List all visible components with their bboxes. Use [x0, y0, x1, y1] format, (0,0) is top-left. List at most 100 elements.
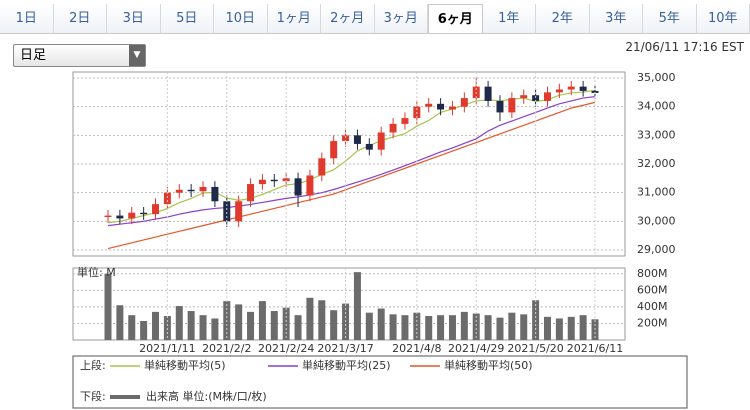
volume-bar: [472, 313, 480, 340]
candle-body: [484, 86, 492, 101]
volume-bar: [543, 316, 551, 340]
x-tick-label: 2021/3/17: [317, 342, 373, 355]
tab[interactable]: 5日: [161, 4, 214, 33]
volume-bar: [555, 318, 563, 340]
volume-bar: [484, 315, 492, 340]
tab[interactable]: 10日: [214, 4, 268, 33]
candle-body: [187, 189, 195, 192]
volume-bar: [508, 312, 516, 340]
tab[interactable]: 1日: [0, 4, 54, 33]
legend-lower: 下段:: [80, 389, 106, 403]
candle-body: [128, 212, 136, 219]
candle-body: [543, 92, 551, 101]
candle-body: [294, 178, 302, 196]
volume-bar: [448, 315, 456, 340]
volume-bar: [437, 315, 445, 340]
volume-bar: [128, 315, 136, 340]
candle-body: [377, 132, 385, 150]
candle-body: [104, 215, 112, 218]
candle-body: [342, 135, 350, 142]
tab[interactable]: 3ヶ月: [375, 4, 428, 33]
volume-bar: [389, 314, 397, 340]
candle-body: [318, 158, 326, 176]
volume-bar: [496, 317, 504, 340]
candle-body: [235, 201, 243, 222]
y-tick-label: 33,000: [637, 128, 676, 141]
y-tick-label: 800M: [637, 267, 668, 280]
candle-body: [353, 135, 361, 144]
volume-bar: [211, 318, 219, 340]
volume-bar: [401, 315, 409, 340]
x-tick-label: 2021/1/11: [139, 342, 195, 355]
tab[interactable]: 2日: [54, 4, 107, 33]
tab-bar: 1日 2日 3日 5日 10日 1ヶ月 2ヶ月 3ヶ月 6ヶ月 1年 2年 3年 5年 10年: [0, 4, 750, 34]
candle-body: [437, 103, 445, 110]
volume-bar: [282, 307, 290, 340]
volume-bar: [258, 301, 266, 340]
candle-body: [247, 184, 255, 202]
y-tick-label: 200M: [637, 316, 668, 329]
dropdown-label: 日足: [20, 48, 47, 63]
volume-bar: [187, 311, 195, 340]
legend-upper: 上段:: [80, 358, 106, 372]
candle-body: [448, 106, 456, 110]
legend-label: 単純移動平均(25): [302, 358, 391, 372]
x-tick-label: 2021/2/24: [258, 342, 314, 355]
candle-body: [282, 178, 290, 182]
tab[interactable]: 2ヶ月: [321, 4, 375, 33]
candle-body: [365, 143, 373, 150]
y-tick-label: 31,000: [637, 186, 676, 199]
volume-bar: [175, 306, 183, 340]
x-tick-label: 2021/4/29: [448, 342, 504, 355]
volume-bar: [294, 315, 302, 340]
volume-bar: [235, 304, 243, 340]
y-tick-label: 600M: [637, 283, 668, 296]
volume-bar: [306, 297, 314, 340]
x-tick-label: 2021/4/8: [392, 342, 441, 355]
y-tick-label: 29,000: [637, 243, 676, 256]
candle-body: [389, 123, 397, 133]
legend-label: 単純移動平均(5): [144, 358, 226, 372]
volume-bar: [152, 311, 160, 340]
volume-bar: [140, 320, 148, 340]
x-tick-label: 2021/5/20: [507, 342, 563, 355]
candle-body: [306, 175, 314, 196]
volume-bar: [247, 311, 255, 340]
candle-body: [401, 118, 409, 124]
candle-body: [567, 86, 575, 90]
candle-body: [579, 86, 587, 91]
tab[interactable]: 3年: [590, 4, 643, 33]
candle-body: [152, 204, 160, 215]
tab[interactable]: 3日: [107, 4, 161, 33]
x-tick-label: 2021/6/11: [567, 342, 623, 355]
volume-bar: [377, 308, 385, 340]
candle-body: [330, 141, 338, 159]
volume-bar: [104, 273, 112, 340]
tab[interactable]: 1年: [483, 4, 536, 33]
candle-body: [199, 186, 207, 192]
dropdown-arrow: ▼: [129, 45, 145, 66]
tab[interactable]: 1ヶ月: [268, 4, 321, 33]
candle-body: [163, 192, 171, 205]
ma-line: [107, 96, 596, 227]
y-tick-label: 30,000: [637, 214, 676, 227]
tab[interactable]: 5年: [643, 4, 697, 33]
candle-body: [508, 98, 516, 113]
y-tick-label: 32,000: [637, 157, 676, 170]
candle-body: [496, 100, 504, 113]
tab[interactable]: 6ヶ月: [428, 4, 483, 33]
volume-bar: [413, 312, 421, 340]
y-tick-label: 400M: [637, 300, 668, 313]
y-tick-label: 34,000: [637, 100, 676, 113]
y-tick-label: 35,000: [637, 71, 676, 84]
timestamp: 21/06/11 17:16 EST: [625, 40, 744, 54]
legend-label: 出来高 単位:(M株/口/枚): [146, 389, 267, 403]
volume-bar: [116, 305, 124, 340]
candle-body: [532, 95, 540, 101]
tab[interactable]: 2年: [536, 4, 590, 33]
dropdown[interactable]: 日足 ▼: [13, 44, 146, 67]
candle-body: [591, 90, 599, 93]
volume-bar: [520, 314, 528, 340]
